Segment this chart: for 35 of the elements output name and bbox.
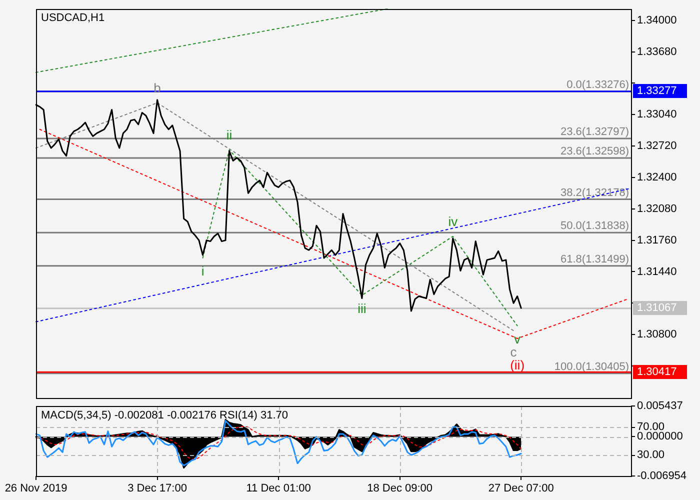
y-tick-label: 1.34000: [637, 14, 677, 26]
y-tick-label: 1.32720: [637, 140, 677, 152]
chart-title: MACD(5,34,5) -0.002081 -0.002176 RSI(14) 31.70: [41, 410, 288, 422]
ref-line-label: 23.6(1.32797): [560, 126, 629, 138]
ref-line-label: 61.8(1.31499): [560, 253, 629, 266]
x-tick-label: 18 Dec 09:00: [367, 482, 433, 495]
data-label: i: [201, 264, 204, 279]
data-label: c: [510, 344, 518, 360]
data-label: v: [514, 331, 522, 346]
y2-tick-label: 30.00: [637, 449, 665, 462]
y-tick-label: 0.000000: [637, 430, 683, 443]
data-label: iv: [448, 214, 458, 229]
y-tick-label: 1.33680: [637, 46, 677, 58]
ref-line-label: 1.33277: [637, 85, 677, 98]
x-tick-label: 11 Dec 01:00: [246, 482, 311, 495]
x-tick-label: 26 Nov 2019: [4, 482, 68, 495]
ref-line-label: 23.6(1.32598): [560, 146, 629, 158]
chart-title: USDCAD,H1: [41, 12, 105, 24]
x-tick-label: 27 Dec 07:00: [488, 482, 554, 495]
data-label: iii: [358, 300, 366, 316]
ref-line-label: 100.0(1.30405): [554, 360, 629, 373]
y-tick-label: 1.32080: [637, 202, 677, 215]
y-tick-label: 1.31440: [637, 266, 677, 278]
x-tick-label: 3 Dec 17:00: [128, 482, 187, 495]
ref-line-label: 1.30417: [637, 366, 677, 378]
y-tick-label: -0.006954: [637, 470, 687, 482]
y-tick-label: 1.31760: [637, 234, 677, 246]
y-tick-label: 1.32400: [637, 172, 677, 184]
y-tick-label: 0.005437: [637, 400, 683, 412]
y-tick-label: 1.30800: [637, 328, 677, 341]
ref-line-label: 1.31067: [637, 302, 677, 314]
ref-line-label: 0.0(1.33276): [566, 78, 629, 91]
data-label: (ii): [510, 357, 525, 372]
ref-line-label: 50.0(1.31838): [560, 220, 629, 232]
y-tick-label: 1.33040: [637, 108, 677, 121]
